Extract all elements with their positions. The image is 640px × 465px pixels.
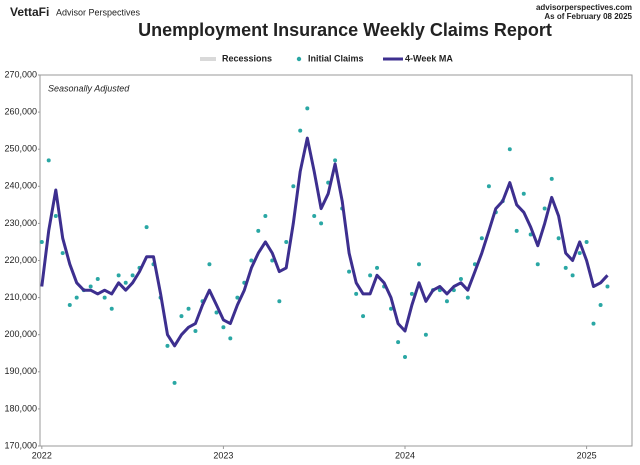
data-point bbox=[409, 291, 414, 296]
data-point bbox=[235, 295, 240, 300]
data-point bbox=[479, 236, 484, 241]
legend-swatch bbox=[296, 56, 302, 62]
data-point bbox=[277, 299, 282, 304]
as-of-date: As of February 08 2025 bbox=[544, 12, 632, 21]
data-point bbox=[444, 299, 449, 304]
data-point bbox=[598, 303, 603, 308]
y-tick-label: 250,000 bbox=[4, 144, 37, 154]
data-point bbox=[193, 328, 198, 333]
data-point bbox=[109, 306, 114, 311]
annotation: Seasonally Adjusted bbox=[48, 83, 130, 93]
data-point bbox=[116, 273, 121, 278]
data-point bbox=[228, 336, 233, 341]
legend-swatch bbox=[200, 57, 216, 61]
data-point bbox=[102, 295, 107, 300]
data-point bbox=[95, 277, 100, 282]
data-point bbox=[305, 106, 310, 111]
data-point bbox=[46, 158, 51, 163]
y-tick-label: 170,000 bbox=[4, 440, 37, 450]
data-point bbox=[144, 225, 149, 230]
data-point bbox=[458, 277, 463, 282]
data-point bbox=[361, 314, 366, 319]
data-point bbox=[389, 306, 394, 311]
x-tick-label: 2025 bbox=[577, 450, 597, 460]
data-point bbox=[465, 295, 470, 300]
brand: VettaFi bbox=[10, 5, 49, 19]
data-point bbox=[207, 262, 212, 267]
data-point bbox=[179, 314, 184, 319]
x-tick-label: 2023 bbox=[213, 450, 233, 460]
data-point bbox=[284, 239, 289, 244]
data-point bbox=[396, 340, 401, 345]
brand-sub: Advisor Perspectives bbox=[56, 7, 141, 17]
legend-label: 4-Week MA bbox=[405, 53, 453, 63]
y-tick-label: 240,000 bbox=[4, 181, 37, 191]
data-point bbox=[403, 354, 408, 359]
data-point bbox=[570, 273, 575, 278]
data-point bbox=[535, 262, 540, 267]
data-point bbox=[60, 251, 65, 256]
data-point bbox=[347, 269, 352, 274]
data-point bbox=[74, 295, 79, 300]
data-point bbox=[549, 176, 554, 181]
data-point bbox=[542, 206, 547, 211]
data-point bbox=[556, 236, 561, 241]
data-point bbox=[333, 158, 338, 163]
data-point bbox=[514, 228, 519, 233]
data-point bbox=[354, 291, 359, 296]
data-point bbox=[521, 191, 526, 196]
ma-line bbox=[40, 136, 609, 348]
y-tick-label: 270,000 bbox=[4, 69, 37, 79]
data-point bbox=[214, 310, 219, 315]
legend-label: Initial Claims bbox=[308, 53, 364, 63]
data-point bbox=[186, 306, 191, 311]
y-tick-label: 230,000 bbox=[4, 218, 37, 228]
data-point bbox=[249, 258, 254, 263]
data-point bbox=[67, 303, 72, 308]
data-point bbox=[263, 213, 268, 218]
data-point bbox=[39, 239, 44, 244]
data-point bbox=[123, 280, 128, 285]
x-tick-label: 2024 bbox=[395, 450, 415, 460]
data-point bbox=[375, 265, 380, 270]
y-tick-label: 220,000 bbox=[4, 255, 37, 265]
y-tick-label: 210,000 bbox=[4, 292, 37, 302]
y-tick-label: 190,000 bbox=[4, 366, 37, 376]
data-point bbox=[172, 380, 177, 385]
data-point bbox=[605, 284, 610, 289]
data-point bbox=[221, 325, 226, 330]
data-point bbox=[53, 213, 58, 218]
data-point bbox=[312, 213, 317, 218]
data-point bbox=[88, 284, 93, 289]
data-point bbox=[298, 128, 303, 133]
chart-title: Unemployment Insurance Weekly Claims Rep… bbox=[138, 20, 552, 40]
data-point bbox=[486, 184, 491, 189]
data-point bbox=[165, 343, 170, 348]
plot-frame bbox=[39, 74, 633, 447]
data-point bbox=[423, 332, 428, 337]
data-point bbox=[130, 273, 135, 278]
y-tick-label: 200,000 bbox=[4, 329, 37, 339]
data-point bbox=[591, 321, 596, 326]
data-point bbox=[368, 273, 373, 278]
y-tick-label: 180,000 bbox=[4, 403, 37, 413]
data-point bbox=[319, 221, 324, 226]
data-point bbox=[416, 262, 421, 267]
data-point bbox=[507, 147, 512, 152]
data-point bbox=[563, 265, 568, 270]
data-point bbox=[291, 184, 296, 189]
y-tick-label: 260,000 bbox=[4, 106, 37, 116]
legend-label: Recessions bbox=[222, 53, 272, 63]
data-point bbox=[584, 239, 589, 244]
data-point bbox=[256, 228, 261, 233]
x-tick-label: 2022 bbox=[32, 450, 52, 460]
data-point bbox=[577, 251, 582, 256]
site: advisorperspectives.com bbox=[536, 3, 632, 12]
